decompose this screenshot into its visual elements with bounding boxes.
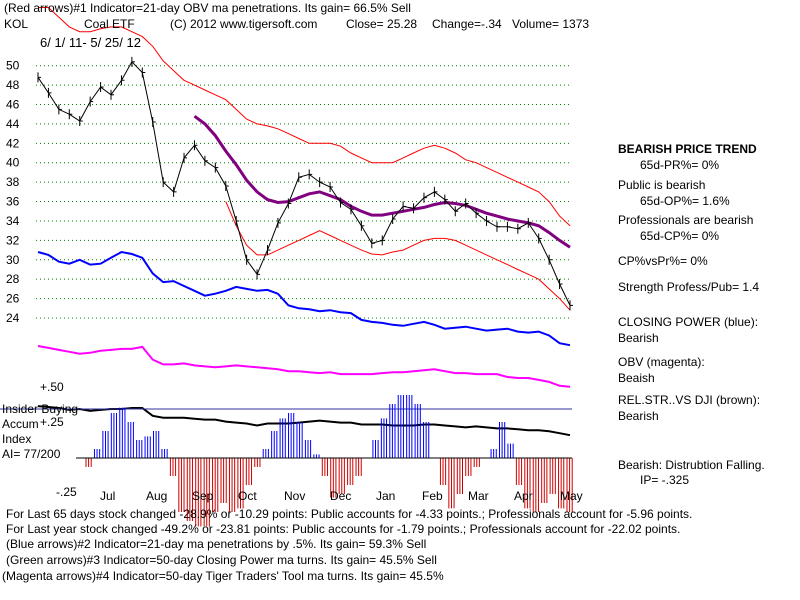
x-tick-label: Sep	[192, 489, 214, 503]
summary-last-year: For Last year stock changed -49.2% or -2…	[6, 522, 681, 536]
accum-label: Accum	[2, 417, 39, 431]
index-label: Index	[2, 432, 32, 446]
lower-band-line	[225, 201, 571, 311]
y-tick-label: 48	[6, 78, 20, 92]
op-value: 65d-OP%= 1.6%	[640, 194, 730, 208]
closing-power-value: Bearish	[618, 331, 659, 345]
y-tick-label: 26	[6, 292, 20, 306]
cp-pct-value: 65d-CP%= 0%	[640, 229, 720, 243]
y-tick-label: 34	[6, 214, 20, 228]
indicator-1-title: (Red arrows)#1 Indicator=21-day OBV ma p…	[4, 1, 411, 15]
price-line	[37, 60, 571, 306]
ip-value: IP= -.325	[640, 473, 690, 487]
x-tick-label: Aug	[146, 489, 167, 503]
plus-50-label: +.50	[40, 380, 64, 394]
ma21-line	[193, 114, 571, 249]
rel-strength-label: REL.STR..VS DJI (brown):	[618, 393, 761, 407]
strength-ratio: Strength Profess/Pub= 1.4	[618, 280, 760, 294]
pr-value: 65d-PR%= 0%	[640, 158, 720, 172]
change-value: Change=-.34	[432, 17, 502, 31]
x-tick-label: Dec	[330, 489, 351, 503]
x-tick-label: Oct	[238, 489, 257, 503]
close-value: Close= 25.28	[346, 17, 418, 31]
x-tick-label: Feb	[422, 489, 443, 503]
x-tick-label: Jul	[100, 489, 115, 503]
y-tick-label: 44	[6, 117, 20, 131]
ticker: KOL	[4, 17, 29, 31]
rel-strength-value: Bearish	[618, 409, 659, 423]
rel-strength-line	[37, 405, 571, 437]
summary-65-days: For Last 65 days stock changed -28.9% or…	[6, 507, 693, 521]
distribution-label: Bearish: Distrubtion Falling.	[618, 458, 765, 472]
public-title: Public is bearish	[618, 178, 706, 192]
y-tick-label: 28	[6, 272, 20, 286]
ai-value: AI= 77/200	[2, 447, 61, 461]
obv-line	[37, 345, 571, 388]
trend-title: BEARISH PRICE TREND	[618, 142, 757, 156]
y-tick-label: 46	[6, 98, 20, 112]
indicator-3: (Green arrows)#3 Indicator=50-day Closin…	[6, 553, 437, 567]
closing-power-label: CLOSING POWER (blue):	[618, 315, 759, 329]
y-tick-label: 38	[6, 175, 20, 189]
closing-power-line	[37, 250, 571, 347]
cp-vs-pr: CP%vsPr%= 0%	[618, 254, 708, 268]
y-tick-label: 50	[6, 59, 20, 73]
date-range: 6/ 1/ 11- 5/ 25/ 12	[40, 35, 141, 50]
y-tick-label: 42	[6, 136, 20, 150]
x-tick-label: Mar	[468, 489, 489, 503]
insider-buying-label: Insider Buying	[2, 402, 79, 416]
upper-band-line	[38, 7, 571, 227]
y-tick-label: 30	[6, 253, 20, 267]
pro-title: Professionals are bearish	[618, 213, 754, 227]
x-tick-label: May	[560, 489, 583, 503]
x-tick-label: Apr	[514, 489, 533, 503]
indicator-4: (Magenta arrows)#4 Indicator=50-day Tige…	[2, 569, 444, 583]
minus-25-label: -.25	[56, 485, 77, 499]
fund-name: Coal ETF	[84, 17, 135, 31]
volume-value: Volume= 1373	[512, 17, 590, 31]
y-tick-label: 32	[6, 233, 20, 247]
x-tick-label: Nov	[284, 489, 305, 503]
x-tick-label: Jan	[376, 489, 395, 503]
obv-value: Beaish	[618, 371, 655, 385]
y-tick-label: 40	[6, 156, 20, 170]
plus-25-label: +.25	[40, 415, 64, 429]
y-tick-label: 24	[6, 311, 20, 325]
obv-label: OBV (magenta):	[618, 355, 705, 369]
copyright: (C) 2012 www.tigersoft.com	[170, 17, 318, 31]
indicator-2: (Blue arrows)#2 Indicator=21-day ma pene…	[6, 537, 427, 551]
y-tick-label: 36	[6, 195, 20, 209]
